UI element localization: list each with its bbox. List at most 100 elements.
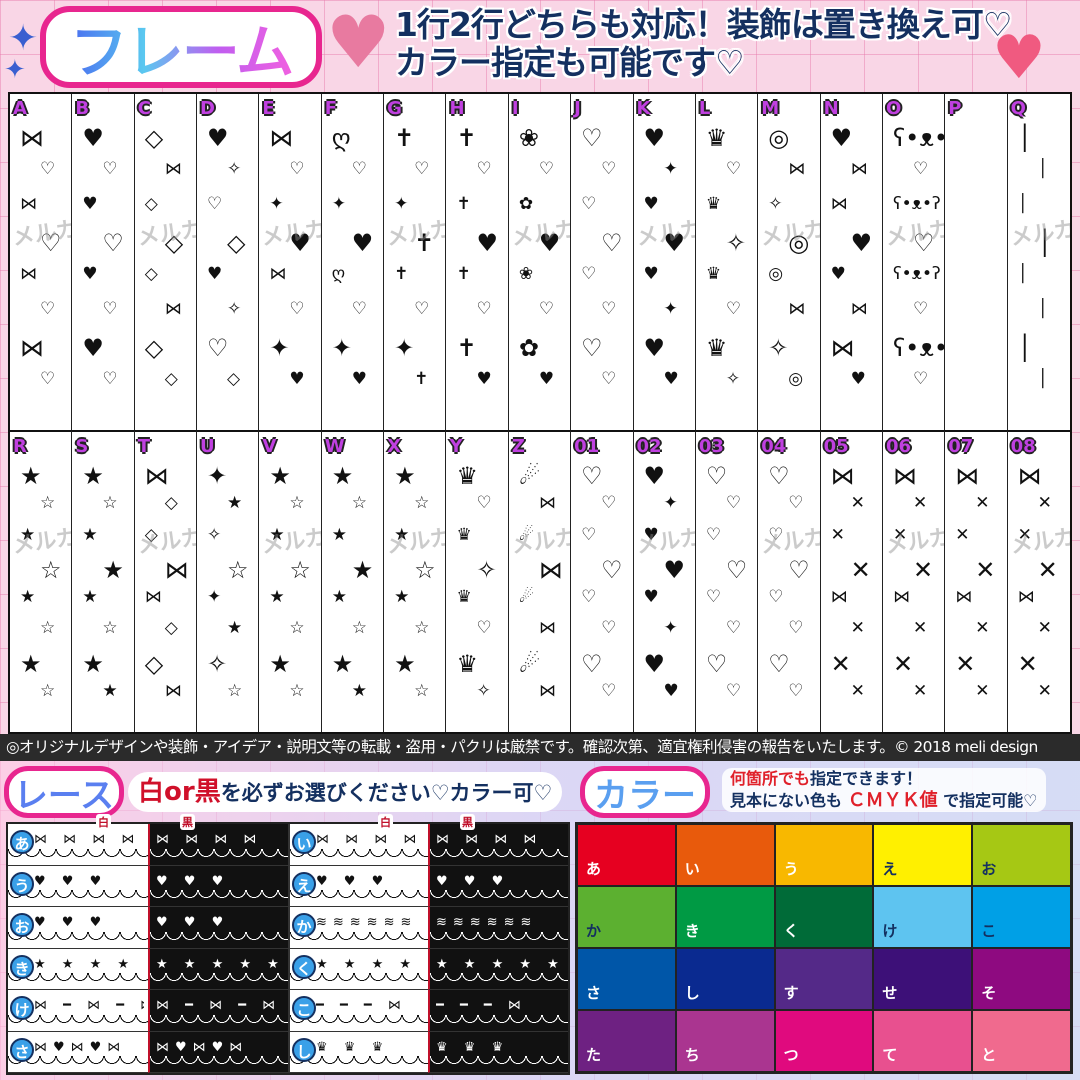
black-heart-icon: ♥ xyxy=(643,334,666,362)
frame-option-S[interactable]: S ★ ☆ ★ ★ ★ ☆ ★ ★ xyxy=(72,430,135,732)
frame-option-J[interactable]: J ♡ ♡ ♡ ♡ ♡ ♡ ♡ ♡ xyxy=(571,94,634,430)
frame-option-M[interactable]: M ◎ ⋈ ✧ ◎ ◎ ⋈ ✧ ◎ メルカリ xyxy=(758,94,821,430)
lace-option-こ-white[interactable]: こ ━ ━ ━ ⋈ xyxy=(288,990,428,1032)
lace-option-け-black[interactable]: ⋈ ━ ⋈ ━ ⋈ xyxy=(148,990,288,1032)
frame-option-T[interactable]: T ⋈ ◇ ◇ ⋈ ⋈ ◇ ◇ ⋈ メルカリ xyxy=(134,430,198,732)
frame-option-W[interactable]: W ★ ☆ ★ ★ ★ ☆ ★ ★ xyxy=(321,430,385,732)
color-swatch-き[interactable]: き xyxy=(675,886,775,948)
frame-option-X[interactable]: X ★ ☆ ★ ☆ ★ ☆ ★ ☆ メルカリ xyxy=(384,430,447,732)
frame-option-U[interactable]: U ✦ ★ ✧ ☆ ✦ ★ ✧ ☆ xyxy=(197,430,260,732)
lace-option-か-black[interactable]: ≋≋≋≋≋≋ xyxy=(428,907,568,949)
frame-option-H[interactable]: H ✝ ♡ ✝ ♥ ✝ ♡ ✝ ♥ xyxy=(446,94,509,430)
bow-x-icon: ✕ xyxy=(850,618,865,639)
lace-option-か-white[interactable]: か ≋≋≋≋≋≋ xyxy=(288,907,428,949)
frame-option-B[interactable]: B ♥ ♡ ♥ ♡ ♥ ♡ ♥ ♡ xyxy=(72,94,135,430)
bear-icon: ♡ xyxy=(912,229,935,257)
lace-option-お-white[interactable]: お ♥ ♥ ♥ xyxy=(8,907,148,949)
lace-option-う-white[interactable]: う ♥ ♥ ♥ xyxy=(8,866,148,907)
black-heart-icon: ✦ xyxy=(663,493,678,514)
frame-option-Y[interactable]: Y ♛ ♡ ♛ ✧ ♛ ♡ ♛ ✧ xyxy=(446,430,509,732)
frame-option-02[interactable]: 02 ♥ ✦ ♥ ♥ ♥ ✦ ♥ ♥ メルカリ xyxy=(633,430,696,732)
frame-option-05[interactable]: 05 ⋈ ✕ ✕ ✕ ⋈ ✕ ✕ ✕ xyxy=(820,430,883,732)
lace-option-え-white[interactable]: え ♥ ♥ ♥ xyxy=(288,865,428,907)
frame-option-01[interactable]: 01 ♡ ♡ ♡ ♡ ♡ ♡ ♡ ♡ xyxy=(571,430,634,732)
color-swatch-す[interactable]: す xyxy=(774,948,874,1010)
heart-icon: ♥ ♥ ♥ xyxy=(316,873,390,889)
scallop-edge xyxy=(430,931,568,944)
color-swatch-た[interactable]: た xyxy=(577,1010,676,1072)
frame-option-N[interactable]: N ♥ ⋈ ⋈ ♥ ♥ ⋈ ⋈ ♥ xyxy=(821,94,883,430)
lollipop-icon: ⋈ xyxy=(788,159,806,179)
color-swatch-て[interactable]: て xyxy=(873,1010,973,1072)
lace-option-う-black[interactable]: ♥ ♥ ♥ xyxy=(148,865,288,907)
lace-option-え-black[interactable]: ♥ ♥ ♥ xyxy=(428,865,568,907)
lace-option-さ-white[interactable]: さ ⋈♥⋈♥⋈ xyxy=(8,1032,148,1073)
lace-option-し-black[interactable]: ♛ ♛ ♛ xyxy=(428,1031,568,1073)
candy-icon: ⋈ xyxy=(830,334,855,362)
frame-option-Z[interactable]: Z ☄ ⋈ ☄ ⋈ ☄ ⋈ ☄ ⋈ メルカリ xyxy=(508,430,572,732)
color-swatch-ち[interactable]: ち xyxy=(675,1010,775,1072)
frame-option-V[interactable]: V ★ ☆ ★ ☆ ★ ☆ ★ ☆ メルカリ xyxy=(259,430,322,732)
crown-icon: ♡ xyxy=(725,299,742,319)
color-swatch-せ[interactable]: せ xyxy=(873,948,973,1010)
cross-icon: ✝ xyxy=(456,264,471,284)
lace-option-い-black[interactable]: ⋈ ⋈ ⋈ ⋈ xyxy=(428,824,568,866)
scallop-edge xyxy=(150,931,288,944)
frame-option-A[interactable]: A ⋈ ♡ ⋈ ♡ ⋈ ♡ ⋈ ♡ メルカリ xyxy=(10,94,73,430)
frame-option-R[interactable]: R ★ ☆ ★ ☆ ★ ☆ ★ ☆ メルカリ xyxy=(10,430,73,732)
lace-option-き-black[interactable]: ★ ★ ★ ★ ★ xyxy=(148,948,288,990)
rose-icon: ♥ xyxy=(538,369,555,389)
lace-option-い-white[interactable]: い ⋈ ⋈ ⋈ ⋈ xyxy=(288,824,428,866)
shooting-star-icon: ⋈ xyxy=(538,555,563,584)
frame-option-K[interactable]: K ♥ ✦ ♥ ♥ ♥ ✦ ♥ ♥ メルカリ xyxy=(634,94,696,430)
sparkle-icon: ✦ xyxy=(8,18,39,59)
lace-option-く-white[interactable]: く★ ★ ★ ★ ★ xyxy=(288,948,428,990)
color-swatch-け[interactable]: け xyxy=(873,886,973,948)
frame-option-E[interactable]: E ⋈ ♡ ✦ ♥ ⋈ ♡ ✦ ♥ メルカリ xyxy=(259,94,322,430)
frame-option-D[interactable]: D ♥ ✧ ♡ ◇ ♥ ✧ ♡ ◇ xyxy=(197,94,260,430)
lace-option-あ-black[interactable]: ⋈ ⋈ ⋈ ⋈ xyxy=(148,824,288,866)
color-swatch-か[interactable]: か xyxy=(577,886,676,948)
color-swatch-と[interactable]: と xyxy=(972,1010,1071,1072)
swatch-label: け xyxy=(882,922,898,940)
color-swatch-そ[interactable]: そ xyxy=(972,948,1071,1010)
frame-option-P[interactable]: P xyxy=(945,94,1008,430)
frame-option-06[interactable]: 06 ⋈ ✕ ✕ ✕ ⋈ ✕ ✕ ✕ メルカリ xyxy=(882,430,946,732)
color-swatch-え[interactable]: え xyxy=(873,824,973,886)
color-swatch-お[interactable]: お xyxy=(972,824,1071,886)
color-swatch-い[interactable]: い xyxy=(675,824,775,886)
frame-option-I[interactable]: I ❀ ♡ ✿ ♥ ❀ ♡ ✿ ♥ メルカリ xyxy=(509,94,572,430)
frame-option-08[interactable]: 08 ⋈ ✕ ✕ ✕ ⋈ ✕ ✕ ✕ メルカリ xyxy=(1007,430,1070,732)
bow-x-icon: ✕ xyxy=(955,649,976,678)
frame-option-O[interactable]: Oʕ•ᴥ•ʔ♡ʕ•ᴥ•ʔ♡ʕ•ᴥ•ʔ♡ʕ•ᴥ•ʔ♡メルカリ xyxy=(883,94,946,430)
frame-option-L[interactable]: L ♛ ♡ ♛ ✧ ♛ ♡ ♛ ✧ xyxy=(696,94,759,430)
heart-bow-icon: ♡ xyxy=(289,299,305,319)
color-swatch-つ[interactable]: つ xyxy=(774,1010,874,1072)
heart-bow-icon: ✦ xyxy=(269,194,284,214)
lace-option-く-black[interactable]: ★ ★ ★ ★ ★ xyxy=(428,948,568,990)
frame-option-Q[interactable]: Q │ │ │ │ │ │ │ │ メルカリ xyxy=(1008,94,1070,430)
diamond-icon: ◇ xyxy=(144,264,158,284)
lace-option-き-white[interactable]: き★ ★ ★ ★ ★ xyxy=(8,949,148,990)
color-swatch-う[interactable]: う xyxy=(774,824,874,886)
diamond-bow-icon: ◇ xyxy=(164,493,178,514)
frame-option-07[interactable]: 07 ⋈ ✕ ✕ ✕ ⋈ ✕ ✕ ✕ xyxy=(945,430,1008,732)
color-swatch-し[interactable]: し xyxy=(675,948,775,1010)
color-swatch-こ[interactable]: こ xyxy=(972,886,1071,948)
color-swatch-さ[interactable]: さ xyxy=(577,948,676,1010)
frame-option-03[interactable]: 03 ♡ ♡ ♡ ♡ ♡ ♡ ♡ ♡ xyxy=(695,430,759,732)
frame-option-04[interactable]: 04 ♡ ♡ ♡ ♡ ♡ ♡ ♡ ♡ メルカリ xyxy=(758,430,821,732)
frame-option-G[interactable]: G ✝ ♡ ✦ ✝ ✝ ♡ ✦ ✝ メルカリ xyxy=(384,94,447,430)
lace-option-さ-black[interactable]: ⋈♥⋈♥⋈ xyxy=(148,1031,288,1073)
lace-option-あ-white[interactable]: あ ⋈ ⋈ ⋈ ⋈ xyxy=(8,824,148,866)
color-swatch-く[interactable]: く xyxy=(774,886,874,948)
lace-option-け-white[interactable]: け⋈ ━ ⋈ ━ ⋈ xyxy=(8,990,148,1032)
frame-label: W xyxy=(324,436,345,457)
lace-option-こ-black[interactable]: ━ ━ ━ ⋈ xyxy=(428,990,568,1032)
white-tag: 白 xyxy=(378,814,393,830)
frame-option-C[interactable]: C ◇ ⋈ ◇ ◇ ◇ ⋈ ◇ ◇ メルカリ xyxy=(135,94,198,430)
lace-option-し-white[interactable]: し ♛ ♛ ♛ xyxy=(288,1031,428,1073)
lace-option-お-black[interactable]: ♥ ♥ ♥ xyxy=(148,907,288,949)
color-swatch-あ[interactable]: あ xyxy=(577,824,676,886)
